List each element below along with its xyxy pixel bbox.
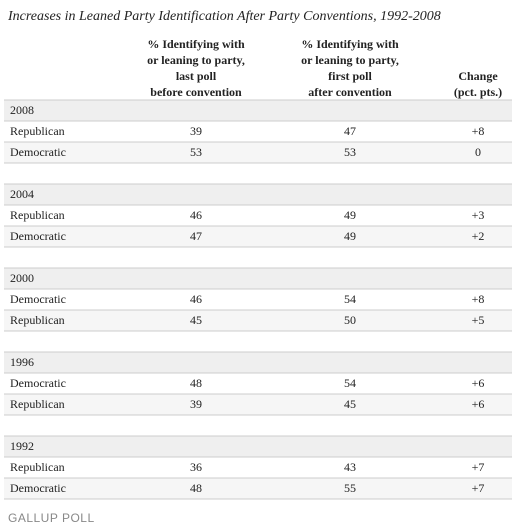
cell: 39 — [190, 397, 202, 411]
cell: 46 — [190, 208, 202, 222]
party: Republican — [10, 208, 65, 222]
cell: 47 — [344, 124, 356, 138]
year-row-bg — [4, 436, 512, 457]
cell: 46 — [190, 292, 202, 306]
cell: 45 — [344, 397, 356, 411]
cell: 49 — [344, 229, 356, 243]
cell: 48 — [190, 481, 202, 495]
year-row-bg — [4, 184, 512, 205]
party: Democratic — [10, 229, 66, 243]
column-header: or leaning to party, — [147, 53, 245, 67]
cell: +7 — [472, 460, 485, 474]
cell: 43 — [344, 460, 356, 474]
year: 2000 — [10, 271, 34, 285]
title: Increases in Leaned Party Identification… — [7, 9, 441, 24]
year: 1996 — [10, 355, 34, 369]
cell: +5 — [472, 313, 485, 327]
cell: 39 — [190, 124, 202, 138]
cell: 36 — [190, 460, 202, 474]
party: Republican — [10, 124, 65, 138]
column-header: Change — [458, 69, 498, 83]
year: 2008 — [10, 103, 34, 117]
party: Republican — [10, 313, 65, 327]
row-bg — [4, 394, 512, 415]
year: 1992 — [10, 439, 34, 453]
party: Democratic — [10, 292, 66, 306]
party: Democratic — [10, 481, 66, 495]
row-bg — [4, 478, 512, 499]
cell: 47 — [190, 229, 202, 243]
footer: GALLUP POLL — [8, 511, 95, 525]
party: Republican — [10, 397, 65, 411]
year-row-bg — [4, 268, 512, 289]
column-header: after convention — [308, 85, 392, 99]
cell: 50 — [344, 313, 356, 327]
year-row-bg — [4, 352, 512, 373]
cell: 54 — [344, 292, 356, 306]
party: Democratic — [10, 376, 66, 390]
party: Republican — [10, 460, 65, 474]
cell: +2 — [472, 229, 485, 243]
cell: +8 — [472, 292, 485, 306]
cell: +3 — [472, 208, 485, 222]
cell: +7 — [472, 481, 485, 495]
column-header: last poll — [176, 69, 217, 83]
cell: 55 — [344, 481, 356, 495]
year: 2004 — [10, 187, 34, 201]
column-header: first poll — [328, 69, 372, 83]
cell: 54 — [344, 376, 356, 390]
column-header: % Identifying with — [301, 37, 399, 51]
cell: +6 — [472, 376, 485, 390]
cell: +6 — [472, 397, 485, 411]
cell: 53 — [190, 145, 202, 159]
year-row-bg — [4, 100, 512, 121]
cell: 45 — [190, 313, 202, 327]
row-bg — [4, 310, 512, 331]
row-bg — [4, 142, 512, 163]
cell: 49 — [344, 208, 356, 222]
cell: +8 — [472, 124, 485, 138]
cell: 53 — [344, 145, 356, 159]
column-header: % Identifying with — [147, 37, 245, 51]
party: Democratic — [10, 145, 66, 159]
cell: 48 — [190, 376, 202, 390]
column-header: before convention — [150, 85, 242, 99]
cell: 0 — [475, 145, 481, 159]
column-header: (pct. pts.) — [454, 85, 502, 99]
column-header: or leaning to party, — [301, 53, 399, 67]
row-bg — [4, 226, 512, 247]
